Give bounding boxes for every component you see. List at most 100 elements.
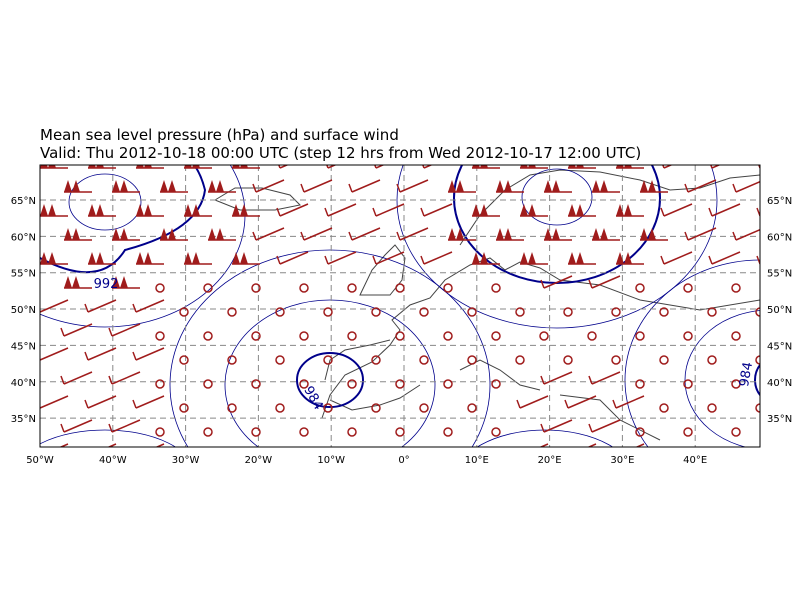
- wind-barb: [276, 203, 309, 217]
- calm-circle: [780, 284, 788, 292]
- y-tick-label: 45°N: [11, 341, 36, 352]
- calm-circle: [611, 355, 621, 365]
- wind-barb: [420, 203, 453, 217]
- calm-circle: [635, 427, 645, 437]
- y-tick-label: 45°N: [767, 341, 792, 352]
- barb-staff: [63, 419, 93, 433]
- calm-circle: [755, 355, 760, 365]
- wind-symbols: [40, 165, 788, 460]
- wind-barb: [136, 204, 164, 217]
- map-frame: [39, 164, 761, 448]
- barb-staff: [375, 165, 385, 169]
- wind-barb: [88, 252, 116, 265]
- wind-barb: [422, 165, 433, 169]
- barb-flag: [544, 228, 560, 240]
- barb-staff: [711, 165, 721, 169]
- barb-staff: [711, 251, 741, 265]
- barb-flag: [640, 228, 656, 240]
- barb-feather: [132, 303, 137, 313]
- wind-barb: [540, 371, 573, 385]
- calm-circle: [203, 283, 213, 293]
- barb-flag: [232, 252, 248, 264]
- wind-barb: [372, 203, 405, 217]
- calm-circle: [155, 331, 165, 341]
- barb-flag: [520, 252, 536, 264]
- wind-barb: [708, 251, 741, 265]
- barb-staff: [279, 203, 309, 217]
- barb-feather: [565, 448, 568, 456]
- calm-circle: [395, 283, 405, 293]
- calm-circle: [683, 331, 693, 341]
- y-tick-label: 60°N: [767, 232, 792, 243]
- wind-barb: [64, 180, 92, 193]
- calm-circle: [443, 427, 453, 437]
- barb-staff: [711, 203, 741, 217]
- barb-feather: [588, 279, 593, 289]
- wind-barb: [520, 252, 548, 265]
- barb-feather: [278, 165, 281, 169]
- wind-barb: [662, 165, 673, 169]
- wind-barb: [544, 180, 572, 193]
- wind-barb: [544, 228, 572, 241]
- barb-staff: [303, 227, 333, 241]
- barb-flag: [112, 228, 128, 240]
- wind-barb: [232, 252, 260, 265]
- barb-feather: [60, 375, 65, 385]
- barb-staff: [687, 227, 717, 241]
- barb-feather: [326, 165, 329, 169]
- barb-staff: [107, 443, 117, 447]
- barb-flag: [136, 165, 152, 168]
- wind-barb: [448, 180, 476, 193]
- calm-circle: [635, 331, 645, 341]
- barb-staff: [735, 228, 760, 241]
- x-tick-label: 0°: [398, 455, 409, 466]
- x-tick-label: 10°E: [465, 455, 489, 466]
- wind-barb: [564, 395, 597, 409]
- calm-circle: [707, 307, 717, 317]
- wind-barb: [184, 252, 212, 265]
- calm-circle: [323, 403, 333, 413]
- calm-circle: [420, 452, 428, 460]
- calm-circle: [203, 427, 213, 437]
- calm-circle: [587, 331, 597, 341]
- calm-circle: [563, 307, 573, 317]
- barb-feather: [132, 399, 137, 409]
- barb-staff: [135, 395, 165, 409]
- wind-barb: [660, 251, 693, 265]
- calm-circle: [683, 379, 693, 389]
- calm-circle: [227, 307, 237, 317]
- barb-staff: [543, 419, 573, 433]
- barb-feather: [708, 255, 713, 265]
- map-area: [40, 165, 788, 460]
- barb-staff: [663, 165, 673, 169]
- calm-circle: [299, 283, 309, 293]
- barb-flag: [160, 228, 176, 240]
- wind-barb: [496, 180, 524, 193]
- calm-circle: [611, 307, 621, 317]
- calm-circle: [372, 452, 380, 460]
- wind-barb: [568, 204, 596, 217]
- wind-barb: [592, 180, 620, 193]
- calm-circle: [275, 403, 285, 413]
- wind-barb: [84, 395, 117, 409]
- isobars: [40, 165, 760, 447]
- wind-barb: [208, 228, 236, 241]
- calm-circle: [227, 403, 237, 413]
- barb-flag: [208, 228, 224, 240]
- barb-feather: [348, 183, 353, 193]
- barb-feather: [372, 207, 377, 217]
- graticule: [40, 165, 760, 447]
- barb-flag: [88, 252, 104, 264]
- barb-feather: [85, 448, 88, 456]
- wind-barb: [60, 419, 93, 433]
- wind-barb: [64, 276, 92, 289]
- barb-feather: [60, 327, 65, 337]
- calm-circle: [227, 355, 237, 365]
- barb-feather: [420, 207, 425, 217]
- calm-circle: [371, 355, 381, 365]
- wind-barb: [40, 395, 69, 409]
- barb-feather: [732, 231, 737, 241]
- wind-barb: [684, 227, 717, 241]
- barb-staff: [759, 167, 760, 168]
- wind-barb: [324, 203, 357, 217]
